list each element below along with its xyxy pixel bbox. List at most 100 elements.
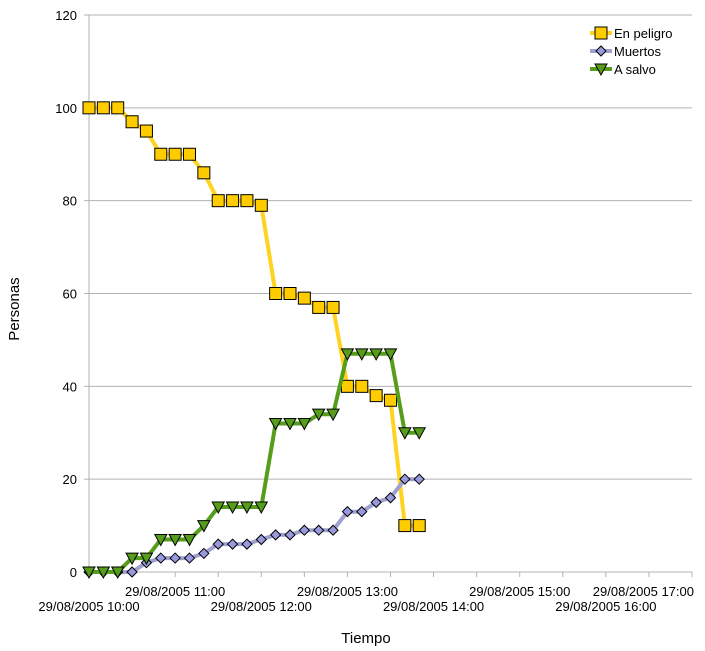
data-point [355, 379, 369, 393]
series-muertos [83, 473, 425, 578]
axes [84, 14, 693, 577]
data-point [326, 300, 340, 314]
data-point [211, 501, 226, 515]
data-point [383, 348, 398, 361]
legend-marker [594, 63, 608, 77]
series-group [82, 101, 427, 580]
x-tick-label: 29/08/2005 13:00 [297, 584, 398, 599]
legend: En peligro Muertos A salvo [590, 26, 673, 77]
data-point [297, 417, 312, 431]
series-a-salvo [82, 348, 427, 580]
y-tick-label: 80 [63, 194, 77, 209]
data-point [384, 393, 397, 407]
data-point [183, 147, 196, 161]
y-axis-title: Personas [6, 277, 23, 340]
legend-label: A salvo [614, 62, 656, 77]
data-point [168, 147, 182, 161]
data-point [226, 538, 239, 550]
data-point [125, 552, 139, 566]
x-tick-label: 29/08/2005 10:00 [38, 599, 139, 614]
data-point [254, 198, 268, 212]
x-axis-title: Tiempo [341, 630, 390, 647]
data-point [254, 501, 269, 515]
data-point [312, 300, 326, 314]
data-point [183, 552, 196, 564]
data-point [211, 194, 225, 208]
legend-label: En peligro [614, 26, 673, 41]
legend-label: Muertos [614, 44, 661, 59]
data-point [369, 389, 383, 403]
data-point [198, 547, 210, 560]
data-point [412, 427, 427, 440]
grid-lines [89, 14, 692, 480]
data-point [398, 519, 412, 533]
data-point [326, 408, 340, 422]
data-point [283, 417, 297, 431]
data-point [125, 115, 139, 129]
data-point [255, 533, 267, 546]
data-point [370, 496, 382, 509]
data-point [340, 348, 355, 361]
data-point [354, 348, 369, 361]
series-en-peligro [82, 101, 426, 533]
data-point [169, 552, 181, 564]
data-point [399, 473, 411, 485]
legend-item: A salvo [590, 62, 656, 77]
data-point [240, 194, 254, 208]
legend-item: Muertos [590, 44, 661, 59]
data-point [110, 566, 125, 580]
data-point [398, 427, 412, 440]
y-tick-label: 60 [63, 287, 77, 302]
data-point [168, 534, 182, 547]
y-tick-label: 100 [55, 101, 77, 116]
x-tick-label: 29/08/2005 16:00 [555, 599, 656, 614]
data-point [225, 501, 240, 515]
data-point [298, 524, 311, 536]
data-point [341, 505, 354, 518]
data-point [313, 524, 325, 536]
data-point [369, 348, 383, 361]
data-point [241, 538, 253, 550]
data-point [226, 194, 240, 208]
data-point [269, 287, 283, 300]
data-point [197, 166, 211, 180]
x-tick-label: 29/08/2005 17:00 [593, 584, 694, 599]
data-point [139, 124, 153, 138]
data-point [283, 287, 297, 300]
y-tick-label: 40 [63, 379, 77, 394]
data-point [82, 566, 96, 580]
y-tick-label: 120 [55, 8, 77, 23]
data-point [111, 101, 125, 115]
legend-marker [594, 26, 608, 40]
data-point [356, 505, 368, 518]
y-tick-label: 0 [70, 565, 77, 580]
data-point [340, 379, 354, 393]
x-tick-label: 29/08/2005 11:00 [125, 584, 225, 599]
legend-marker [595, 45, 607, 57]
data-point [212, 538, 224, 550]
data-point [182, 534, 197, 547]
x-tick-label: 29/08/2005 12:00 [211, 599, 312, 614]
data-point [327, 524, 339, 536]
data-point [240, 501, 254, 515]
data-point [126, 566, 138, 578]
data-point [413, 473, 425, 485]
data-point [154, 147, 168, 161]
data-point [82, 101, 96, 115]
legend-item: En peligro [590, 26, 673, 41]
data-point [155, 552, 167, 564]
series-line [89, 105, 420, 528]
x-tick-label: 29/08/2005 14:00 [383, 599, 484, 614]
data-point [384, 492, 397, 504]
data-point [139, 552, 154, 566]
data-point [96, 101, 110, 115]
data-point [284, 529, 296, 541]
data-point [197, 520, 211, 533]
x-tick-label: 29/08/2005 15:00 [469, 584, 570, 599]
data-point [153, 534, 168, 547]
data-point [297, 291, 311, 305]
y-tick-labels: 0 20 40 60 80 100 120 [55, 8, 77, 580]
y-tick-label: 20 [63, 472, 77, 487]
